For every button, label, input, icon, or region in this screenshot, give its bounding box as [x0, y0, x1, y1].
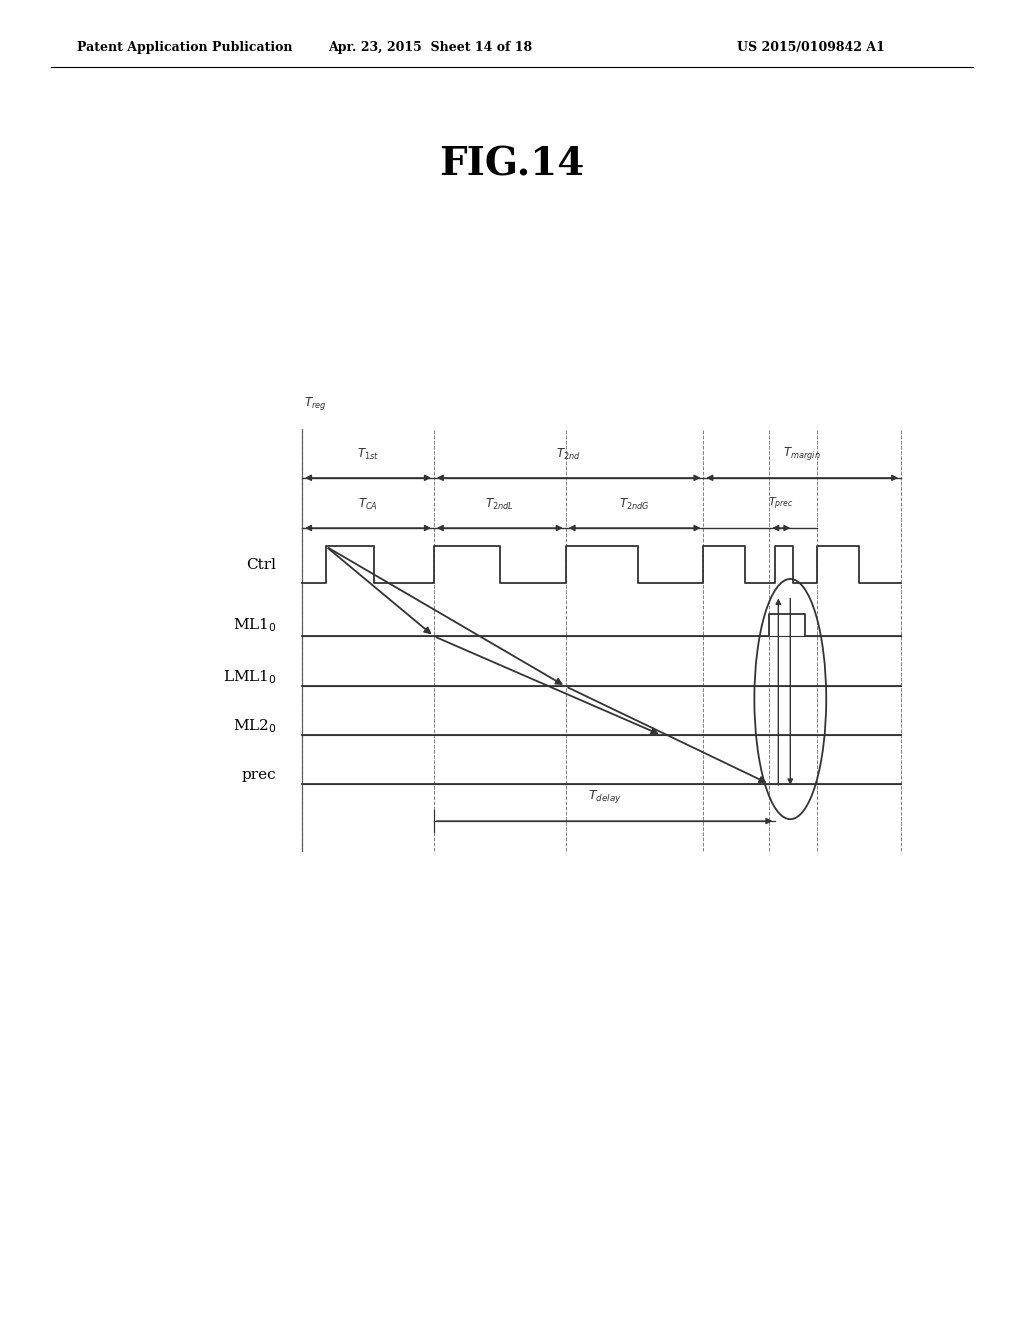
Text: $T_{prec}$: $T_{prec}$ — [768, 496, 795, 512]
Text: $T_{CA}$: $T_{CA}$ — [358, 498, 378, 512]
Text: $T_{margin}$: $T_{margin}$ — [783, 445, 821, 462]
Text: $T_{reg}$: $T_{reg}$ — [304, 395, 327, 412]
Text: FIG.14: FIG.14 — [439, 147, 585, 183]
Text: Patent Application Publication: Patent Application Publication — [77, 41, 292, 54]
Text: US 2015/0109842 A1: US 2015/0109842 A1 — [737, 41, 885, 54]
Text: $T_{2ndL}$: $T_{2ndL}$ — [485, 498, 514, 512]
Text: Apr. 23, 2015  Sheet 14 of 18: Apr. 23, 2015 Sheet 14 of 18 — [328, 41, 532, 54]
Text: LML1$_0$: LML1$_0$ — [222, 668, 276, 686]
Text: ML1$_0$: ML1$_0$ — [232, 616, 276, 634]
Text: $T_{delay}$: $T_{delay}$ — [588, 788, 622, 805]
Text: $T_{2nd}$: $T_{2nd}$ — [556, 447, 581, 462]
Text: Ctrl: Ctrl — [247, 558, 276, 572]
Text: $T_{2ndG}$: $T_{2ndG}$ — [620, 498, 650, 512]
Text: $T_{1st}$: $T_{1st}$ — [357, 447, 379, 462]
Text: ML2$_0$: ML2$_0$ — [232, 717, 276, 735]
Text: prec: prec — [242, 768, 276, 781]
